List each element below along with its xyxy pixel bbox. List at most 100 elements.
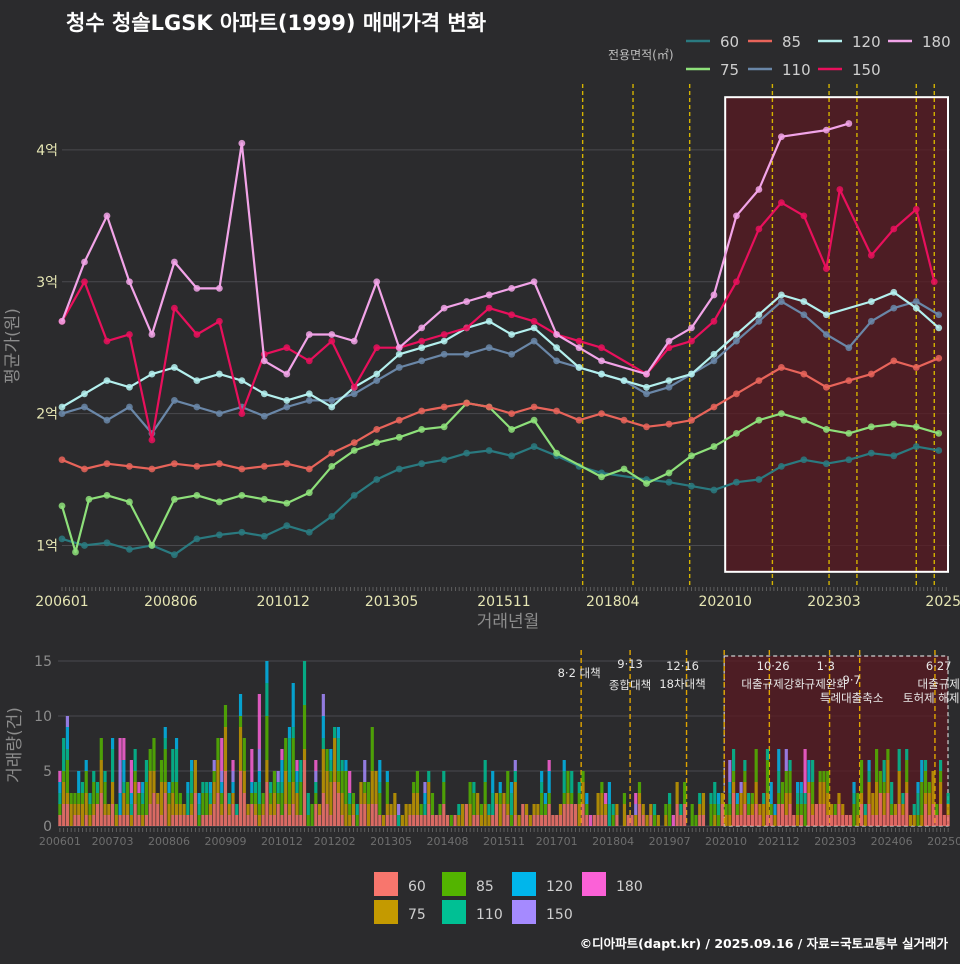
volume-bar-60	[750, 815, 754, 826]
volume-bar-85	[822, 771, 826, 782]
volume-bar-85	[637, 782, 642, 793]
volume-bar-60	[472, 815, 476, 826]
volume-bar-75	[284, 771, 288, 804]
price-xtick-label: 200806	[144, 594, 198, 610]
volume-bar-60	[596, 815, 600, 826]
volume-bar-75	[871, 793, 875, 815]
volume-bar-75	[182, 804, 186, 815]
volume-bar-85	[351, 793, 356, 804]
volume-bar-60	[679, 815, 683, 826]
volume-bar-60	[389, 815, 393, 826]
volume-bar-75	[366, 804, 371, 826]
volume-bar-150	[231, 771, 235, 782]
volume-bar-110	[291, 727, 295, 738]
volume-bar-60	[110, 804, 115, 826]
volume-bar-85	[73, 793, 77, 804]
volume-bar-120	[423, 793, 427, 804]
volume-bar-75	[818, 782, 822, 804]
data-point-85	[688, 416, 695, 424]
volume-bar-85	[735, 804, 739, 815]
volume-bar-110	[306, 793, 310, 815]
volume-bar-85	[144, 782, 149, 815]
volume-bar-75	[897, 771, 901, 804]
volume-bar-60	[604, 815, 608, 826]
volume-bar-85	[92, 782, 96, 804]
volume-bar-60	[434, 815, 438, 826]
legend-label-110: 110	[782, 61, 811, 79]
data-point-110	[103, 416, 111, 424]
volume-bar-60	[784, 815, 788, 826]
volume-bar-60	[543, 815, 547, 826]
volume-bar-75	[257, 815, 261, 826]
volume-bar-75	[487, 815, 491, 826]
volume-bar-85	[479, 804, 483, 815]
volume-bar-60	[875, 815, 879, 826]
volume-bar-75	[163, 782, 167, 793]
volume-bar-60	[502, 804, 506, 826]
volume-bar-85	[856, 793, 860, 815]
volume-bar-120	[250, 782, 254, 793]
volume-bar-75	[107, 804, 111, 815]
volume-bar-85	[875, 749, 879, 782]
volume-bar-85	[859, 760, 864, 793]
volume-xtick-label: 200601	[39, 835, 81, 848]
volume-bar-120	[777, 749, 781, 771]
data-point-180	[81, 258, 88, 266]
volume-bar-60	[321, 793, 325, 826]
volume-bar-85	[325, 749, 329, 771]
volume-bar-60	[615, 815, 619, 826]
volume-bar-75	[363, 793, 367, 804]
volume-bar-110	[487, 804, 491, 815]
data-point-180	[328, 331, 336, 338]
volume-bar-150	[321, 694, 325, 716]
volume-bar-60	[351, 815, 356, 826]
volume-bar-110	[227, 793, 231, 804]
volume-bar-85	[547, 793, 551, 804]
volume-bar-60	[186, 815, 190, 826]
volume-highlight-box	[723, 655, 949, 827]
data-point-75	[418, 426, 426, 433]
volume-bar-75	[389, 804, 393, 815]
volume-bar-110	[110, 749, 115, 782]
volume-bar-85	[780, 782, 785, 804]
policy-label: 대출규제강화	[741, 677, 805, 691]
volume-bar-75	[732, 782, 736, 793]
data-point-150	[485, 304, 493, 312]
volume-bar-85	[430, 793, 435, 815]
data-point-180	[575, 344, 583, 352]
volume-bar-60	[630, 815, 634, 826]
price-xtick-label: 201012	[256, 594, 309, 610]
volume-bar-85	[419, 804, 423, 815]
volume-bar-60	[525, 815, 529, 826]
data-point-120	[710, 350, 718, 358]
volume-bar-75	[167, 804, 171, 826]
volume-bar-85	[272, 771, 276, 793]
data-point-110	[755, 317, 763, 325]
volume-bar-150	[739, 782, 743, 793]
volume-bar-110	[607, 804, 611, 826]
highlight-range-box	[724, 96, 949, 573]
volume-bar-60	[506, 815, 510, 826]
volume-bar-60	[419, 815, 423, 826]
volume-bar-75	[171, 793, 175, 815]
data-point-180	[665, 337, 673, 345]
volume-panel: 0 5 10 15 200601 200703 200806 200909 201012 2012…	[34, 650, 960, 924]
data-point-85	[463, 399, 471, 407]
data-point-85	[373, 426, 381, 433]
volume-bar-60	[333, 782, 337, 826]
volume-bar-75	[656, 815, 660, 826]
volume-legend-label-75: 75	[408, 907, 426, 923]
volume-bar-60	[637, 804, 642, 826]
volume-bar-60	[927, 815, 931, 826]
volume-bar-85	[939, 771, 943, 782]
volume-bar-60	[570, 804, 574, 826]
volume-bar-75	[141, 815, 145, 826]
volume-bar-85	[190, 793, 194, 804]
volume-bar-180	[547, 760, 551, 771]
volume-bar-60	[118, 815, 122, 826]
volume-bar-75	[374, 771, 378, 804]
data-point-180	[777, 133, 785, 141]
data-point-110	[440, 350, 448, 358]
data-point-120	[193, 377, 201, 385]
